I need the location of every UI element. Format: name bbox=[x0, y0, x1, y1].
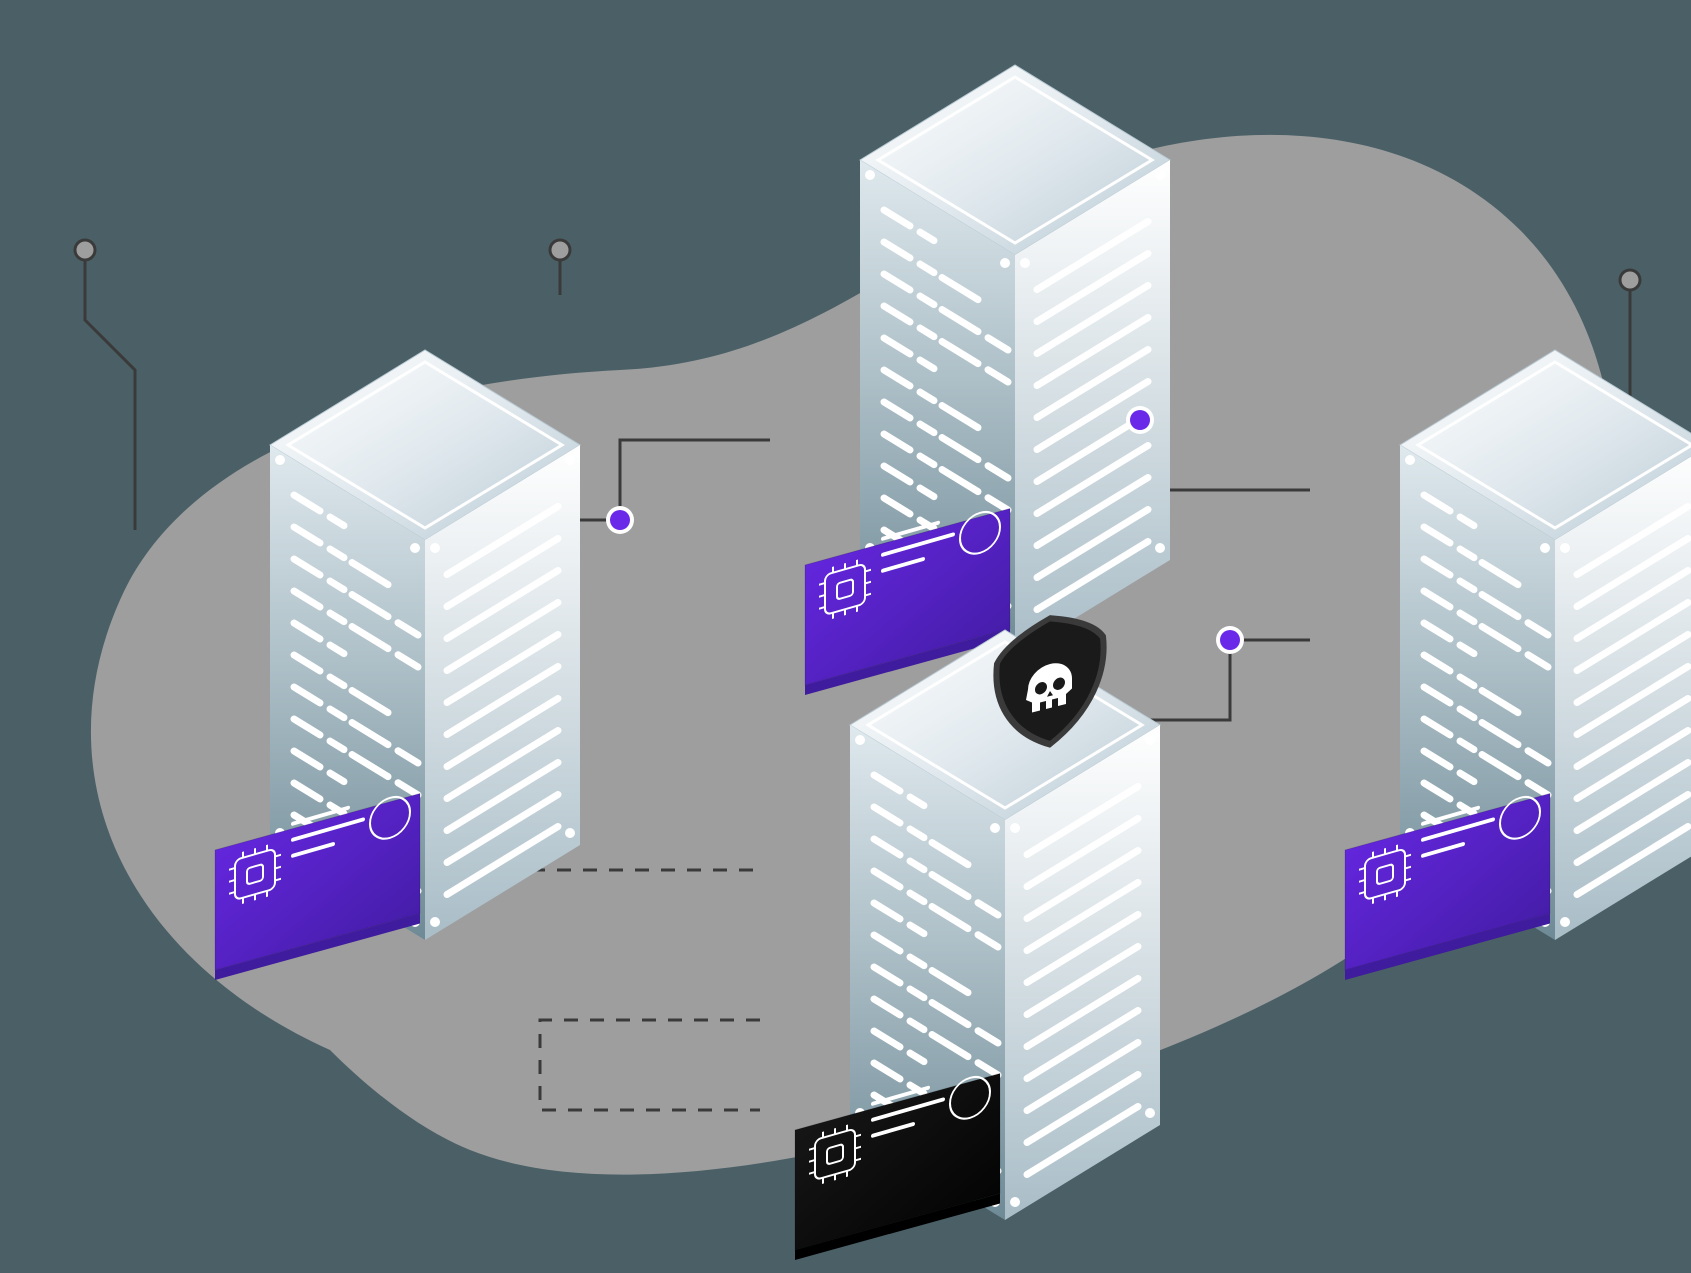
rivet bbox=[430, 543, 440, 553]
rivet bbox=[1145, 735, 1155, 745]
junction-node bbox=[610, 510, 630, 530]
rivet bbox=[275, 455, 285, 465]
rivet bbox=[430, 917, 440, 927]
rivet bbox=[565, 828, 575, 838]
diagram-container bbox=[0, 0, 1691, 1273]
rivet bbox=[1010, 1197, 1020, 1207]
junction-node bbox=[1130, 410, 1150, 430]
rivet bbox=[865, 170, 875, 180]
rivet bbox=[1020, 258, 1030, 268]
rivet bbox=[565, 455, 575, 465]
rivet bbox=[1145, 1108, 1155, 1118]
rivet bbox=[1540, 543, 1550, 553]
network-diagram bbox=[0, 0, 1691, 1273]
lead-terminal-2 bbox=[1620, 270, 1640, 290]
rivet bbox=[1155, 543, 1165, 553]
lead-0 bbox=[85, 250, 135, 530]
rivet bbox=[1560, 917, 1570, 927]
rivet bbox=[990, 823, 1000, 833]
rivet bbox=[410, 543, 420, 553]
rivet bbox=[1155, 170, 1165, 180]
rivet bbox=[1405, 455, 1415, 465]
lead-terminal-1 bbox=[550, 240, 570, 260]
rivet bbox=[1010, 823, 1020, 833]
rivet bbox=[1560, 543, 1570, 553]
junction-node bbox=[1220, 630, 1240, 650]
rivet bbox=[1000, 258, 1010, 268]
rivet bbox=[855, 735, 865, 745]
lead-terminal-0 bbox=[75, 240, 95, 260]
